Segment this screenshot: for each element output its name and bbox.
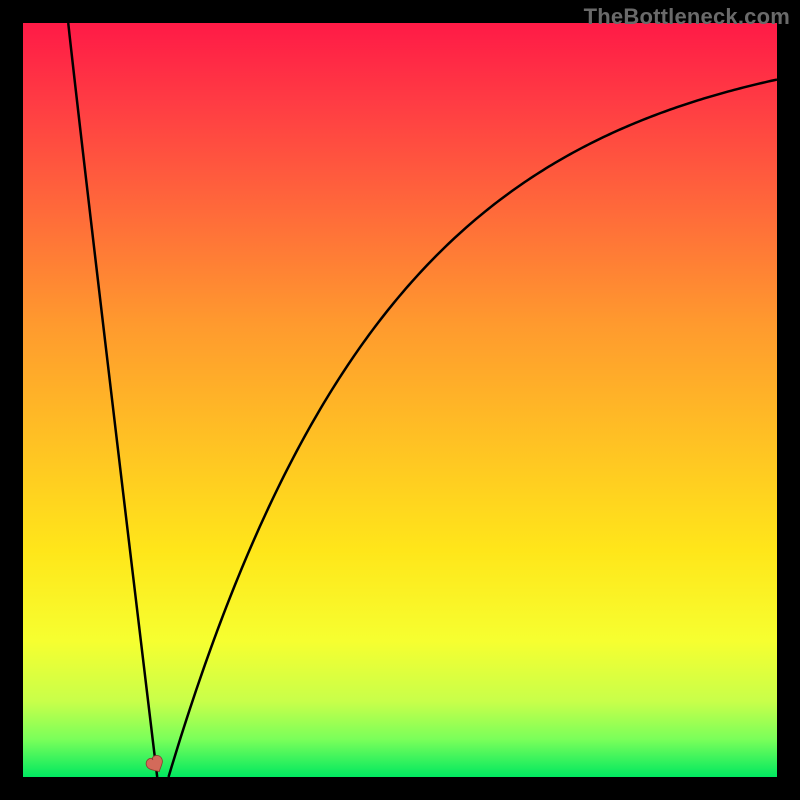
bottleneck-chart <box>0 0 800 800</box>
chart-container: TheBottleneck.com <box>0 0 800 800</box>
watermark-text: TheBottleneck.com <box>584 4 790 30</box>
plot-area <box>23 23 777 777</box>
